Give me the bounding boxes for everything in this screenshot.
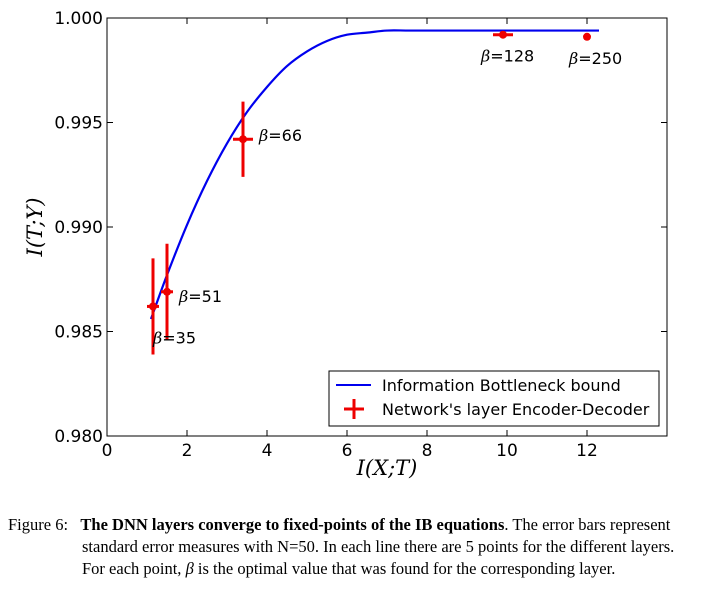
caption-line3-post: is the optimal value that was found for … [197,559,616,578]
legend-label-network: Network's layer Encoder-Decoder [382,400,650,419]
data-point [149,302,157,311]
annotations-layer: β=35 β=51 β=66 β=128 β=250 [152,47,622,348]
data-point [583,32,591,41]
data-points-layer [147,30,591,355]
legend: Information Bottleneck bound Network's l… [328,370,660,427]
x-tick-label: 4 [262,441,273,461]
legend-label-ib-bound: Information Bottleneck bound [382,376,621,395]
x-tick-label: 10 [496,441,518,461]
axis-ticks: 0 2 4 6 8 10 12 0.980 0.985 0.990 0.995 1.000 [54,9,667,461]
data-point [239,135,247,144]
ib-bound-layer [149,29,599,320]
y-tick-label: 0.990 [54,218,103,238]
caption-line3-pre: For each point, [82,559,182,578]
beta-annotation: β=51 [178,287,222,306]
figure-caption: Figure 6: The DNN layers converge to fix… [8,514,720,580]
y-tick-label: 0.995 [54,114,103,134]
caption-line-2: standard error measures with N=50. In ea… [82,537,675,556]
x-tick-label: 12 [576,441,598,461]
plot-area [106,17,668,437]
caption-line-1: Figure 6: The DNN layers converge to fix… [8,514,720,536]
data-point [499,30,507,39]
legend-box [328,370,660,427]
data-point [163,287,171,296]
beta-annotation: β=128 [480,47,534,66]
beta-annotation: β=35 [152,328,196,347]
y-tick-label: 0.980 [54,427,103,447]
x-tick-label: 6 [342,441,353,461]
x-tick-label: 2 [182,441,193,461]
x-tick-label: 8 [422,441,433,461]
caption-label: Figure 6: [8,515,69,534]
y-axis-label: I(T;Y) [23,198,47,258]
caption-line1-rest: . The error bars represent [504,515,671,534]
caption-beta-symbol: β [185,559,194,578]
y-tick-label: 0.985 [54,323,103,343]
x-axis-label: I(X;T) [356,456,418,480]
y-tick-label: 1.000 [54,9,103,29]
x-tick-label: 0 [102,441,113,461]
beta-annotation: β=250 [568,49,622,68]
caption-line-3: For each point, β is the optimal value t… [8,558,720,580]
ib-bound-line [149,29,599,320]
beta-annotation: β=66 [258,126,302,145]
caption-bold-title: The DNN layers converge to fixed-points … [80,515,505,534]
